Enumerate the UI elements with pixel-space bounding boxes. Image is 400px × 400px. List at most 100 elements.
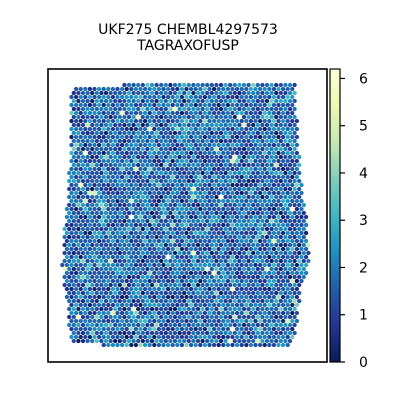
spot (67, 218, 72, 224)
spot (225, 278, 231, 284)
spot (184, 214, 189, 220)
spot (182, 114, 187, 120)
spot (239, 206, 244, 212)
spot (172, 306, 178, 312)
spot (110, 318, 116, 324)
spot (71, 194, 76, 200)
spot (267, 230, 272, 236)
spot (209, 338, 214, 344)
spot (170, 190, 175, 196)
spot (170, 222, 175, 228)
spot (239, 310, 244, 316)
spot (87, 174, 93, 180)
spot (223, 106, 228, 112)
spot (149, 122, 155, 128)
spot (182, 282, 187, 288)
spot (152, 238, 157, 244)
spot (290, 310, 295, 316)
spot (145, 226, 150, 232)
spot (172, 162, 178, 168)
spot (221, 246, 226, 252)
spot (149, 314, 155, 320)
spot (285, 174, 290, 180)
spot (290, 334, 295, 340)
spot (136, 202, 141, 208)
spot (113, 314, 118, 320)
spot (175, 278, 180, 284)
spot (110, 310, 116, 316)
spot (103, 298, 109, 304)
spot (225, 182, 231, 188)
spot (262, 318, 267, 324)
spot (209, 250, 214, 256)
spot (211, 302, 217, 308)
spot (303, 270, 309, 276)
colorbar-tick-label: 6 (359, 71, 368, 87)
spot (234, 238, 240, 244)
spot (230, 206, 235, 212)
spot (136, 322, 141, 328)
spot (119, 302, 125, 308)
spot (73, 222, 79, 228)
spot (188, 174, 194, 180)
spot (214, 210, 219, 216)
spot (241, 250, 247, 256)
spot (99, 258, 104, 264)
spot (260, 290, 265, 296)
spot (69, 302, 74, 308)
spot (244, 222, 249, 228)
spot (87, 286, 93, 292)
spot (290, 286, 295, 292)
spot (175, 158, 180, 164)
spot (257, 134, 263, 140)
spot (207, 102, 212, 108)
spot (179, 286, 185, 292)
spot (209, 122, 214, 128)
spot (257, 238, 263, 244)
colorbar-tick-label: 0 (359, 355, 368, 371)
spot (92, 174, 97, 180)
spot (90, 338, 95, 344)
spot (147, 246, 152, 252)
spot (133, 150, 139, 156)
spot (253, 166, 258, 172)
spot (299, 198, 304, 204)
spot (71, 218, 76, 224)
spot (248, 86, 254, 92)
spot (214, 178, 219, 184)
spot (168, 162, 173, 168)
spot (131, 82, 136, 88)
spot (207, 286, 212, 292)
spot (124, 86, 129, 92)
spot (117, 90, 122, 96)
spot (195, 226, 201, 232)
spot (94, 130, 99, 136)
spot (168, 98, 173, 104)
spot (193, 278, 198, 284)
spot (294, 158, 300, 164)
spot (193, 150, 198, 156)
spot (140, 282, 145, 288)
spot (172, 138, 178, 144)
spot (246, 298, 251, 304)
spot (168, 338, 173, 344)
spot (276, 134, 281, 140)
spot (163, 170, 168, 176)
spot (110, 166, 116, 172)
spot (234, 286, 240, 292)
spot (253, 318, 258, 324)
spot (271, 238, 277, 244)
spot (131, 306, 136, 312)
spot (163, 234, 168, 240)
spot (303, 254, 309, 260)
spot (99, 338, 104, 344)
spot (214, 274, 219, 280)
spot (182, 250, 187, 256)
spot (96, 262, 102, 268)
spot (276, 190, 281, 196)
spot (168, 146, 173, 152)
spot (223, 130, 228, 136)
spot (221, 174, 226, 180)
spot (80, 138, 86, 144)
